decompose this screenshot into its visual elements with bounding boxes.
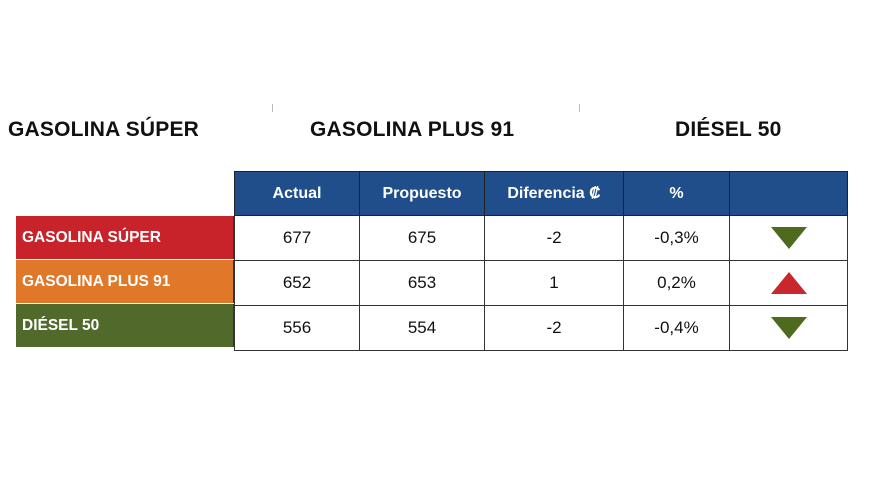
cell-diferencia: -2 bbox=[484, 305, 624, 351]
cell-trend bbox=[729, 215, 848, 261]
cell-actual: 652 bbox=[234, 260, 360, 306]
cell-trend bbox=[729, 305, 848, 351]
table-header-row: Actual Propuesto Diferencia ₡ % bbox=[234, 171, 848, 216]
heading-gasolina-plus-91: GASOLINA PLUS 91 bbox=[310, 118, 515, 141]
cell-diferencia: 1 bbox=[484, 260, 624, 306]
cell-actual: 677 bbox=[234, 215, 360, 261]
column-header-percent: % bbox=[623, 171, 730, 216]
row-label-gasolina-super: GASOLINA SÚPER bbox=[16, 216, 234, 259]
cell-trend bbox=[729, 260, 848, 306]
cell-diferencia: -2 bbox=[484, 215, 624, 261]
price-table: Actual Propuesto Diferencia ₡ % 677 675 … bbox=[234, 171, 848, 351]
table-row: 556 554 -2 -0,4% bbox=[234, 305, 848, 351]
cell-percent: -0,4% bbox=[623, 305, 730, 351]
column-header-trend bbox=[729, 171, 848, 216]
column-header-propuesto: Propuesto bbox=[359, 171, 485, 216]
row-label-diesel-50: DIÉSEL 50 bbox=[16, 304, 234, 347]
cell-percent: -0,3% bbox=[623, 215, 730, 261]
heading-gasolina-super: GASOLINA SÚPER bbox=[8, 118, 200, 141]
trend-down-icon bbox=[770, 227, 807, 249]
divider-tick bbox=[579, 104, 580, 112]
cell-propuesto: 675 bbox=[359, 215, 485, 261]
cell-actual: 556 bbox=[234, 305, 360, 351]
trend-up-icon bbox=[770, 272, 807, 294]
row-label-gasolina-plus-91: GASOLINA PLUS 91 bbox=[16, 260, 234, 303]
table-row: 677 675 -2 -0,3% bbox=[234, 215, 848, 261]
trend-down-icon bbox=[770, 317, 807, 339]
cell-propuesto: 554 bbox=[359, 305, 485, 351]
column-header-diferencia: Diferencia ₡ bbox=[484, 171, 624, 216]
cell-propuesto: 653 bbox=[359, 260, 485, 306]
table-row: 652 653 1 0,2% bbox=[234, 260, 848, 306]
heading-diesel-50: DIÉSEL 50 bbox=[675, 118, 782, 141]
cell-percent: 0,2% bbox=[623, 260, 730, 306]
divider-tick bbox=[272, 104, 273, 112]
column-header-actual: Actual bbox=[234, 171, 360, 216]
